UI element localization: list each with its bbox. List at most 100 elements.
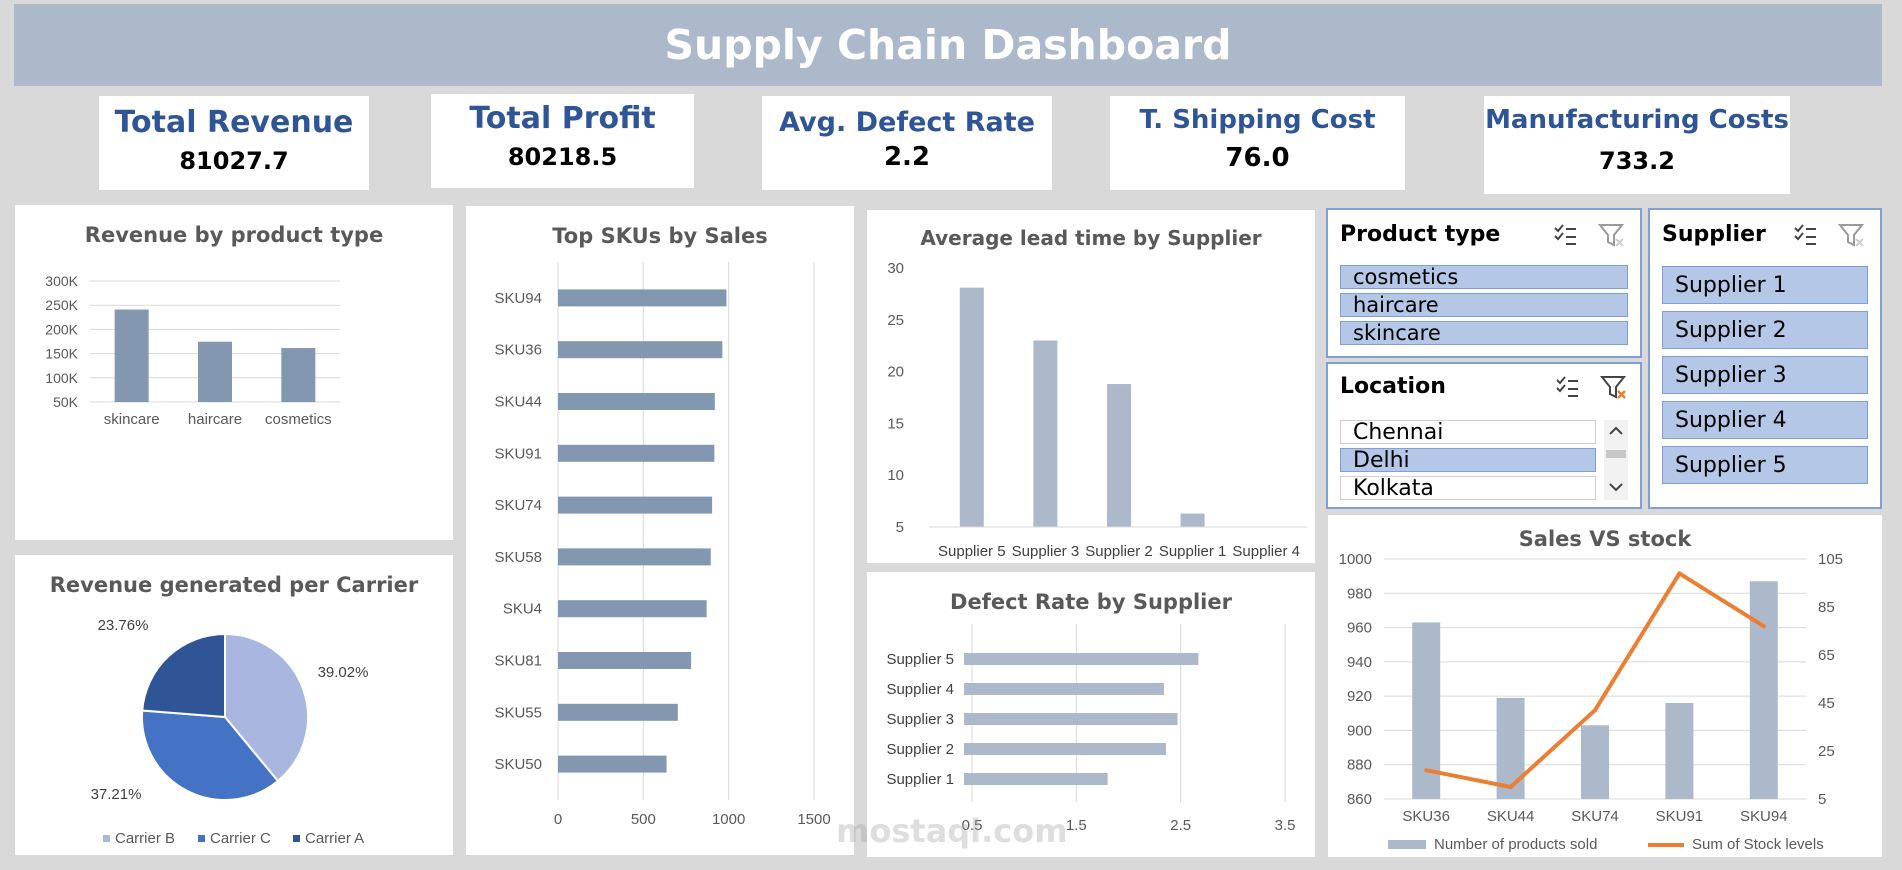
slicer-item-supplier-4[interactable]: Supplier 4 <box>1662 401 1868 439</box>
kpi-value: 76.0 <box>1225 142 1290 173</box>
bar-SKU55 <box>558 703 678 721</box>
kpi-label: Avg. Defect Rate <box>779 107 1035 138</box>
y-tick-label: 15 <box>887 415 904 432</box>
data-label: 37.21% <box>91 786 142 803</box>
slicer-location: Location Chennai Delhi Kolkata <box>1326 362 1642 509</box>
x-tick-label: SKU36 <box>1402 808 1450 825</box>
line-point-SKU94 <box>1761 624 1766 629</box>
slicer-scrollbar[interactable] <box>1604 420 1628 500</box>
legend-label: Carrier A <box>305 830 364 847</box>
clear-filter-icon[interactable] <box>1838 222 1866 250</box>
y-tick-label: Supplier 3 <box>886 711 954 728</box>
y-tick-label: 25 <box>887 312 904 329</box>
legend-swatch <box>103 835 110 842</box>
chart-title: Defect Rate by Supplier <box>950 590 1232 614</box>
legend-label: Number of products sold <box>1434 836 1597 853</box>
x-tick-label: Supplier 3 <box>1012 543 1080 560</box>
legend-label: Sum of Stock levels <box>1692 836 1824 853</box>
avg-lead-time-plot: 5 10 15 20 25 30 Supplier 5 Supplier 3 Supplier … <box>887 260 1307 560</box>
bar-SKU74 <box>558 496 713 514</box>
slicer-item-kolkata[interactable]: Kolkata <box>1340 476 1596 501</box>
scroll-up-icon[interactable] <box>1609 426 1623 436</box>
bar-SKU44 <box>1496 697 1525 799</box>
chart-title: Sales VS stock <box>1518 527 1692 551</box>
x-tick-label: Supplier 5 <box>938 543 1006 560</box>
multi-select-icon[interactable] <box>1554 374 1580 400</box>
multi-select-icon[interactable] <box>1792 222 1818 248</box>
kpi-total-profit: Total Profit 80218.5 <box>431 94 694 188</box>
revenue-by-product-type-plot: 50K 100K 150K 200K 250K 300K skincare haircare c… <box>45 273 340 428</box>
multi-select-icon[interactable] <box>1552 222 1578 248</box>
slicer-item-skincare[interactable]: skincare <box>1340 321 1628 345</box>
kpi-value: 81027.7 <box>179 147 289 175</box>
x-tick-label: cosmetics <box>265 411 332 428</box>
chart-revenue-by-product-type: Revenue by product type 50K 100K 150K 200K 2… <box>15 205 453 540</box>
x-tick-label: skincare <box>104 411 160 428</box>
x-tick-label: 3.5 <box>1275 817 1296 834</box>
x-tick-label: SKU74 <box>1571 808 1619 825</box>
slicer-item-chennai[interactable]: Chennai <box>1340 420 1596 445</box>
x-tick-label: 1000 <box>712 811 745 828</box>
x-tick-label: 0 <box>554 811 562 828</box>
slicer-item-delhi[interactable]: Delhi <box>1340 448 1596 473</box>
scroll-thumb[interactable] <box>1606 450 1626 458</box>
y-tick-label: SKU50 <box>494 756 542 773</box>
data-label: 23.76% <box>98 617 149 634</box>
y-tick-label: SKU94 <box>494 290 542 307</box>
bar-SKU91 <box>1665 703 1694 799</box>
y-tick-label: 10 <box>887 467 904 484</box>
legend-label: Carrier C <box>210 830 271 847</box>
y-tick-label: 980 <box>1347 585 1372 602</box>
slicer-product-type: Product type cosmetics haircare skincare <box>1326 208 1642 358</box>
slicer-item-supplier-1[interactable]: Supplier 1 <box>1662 266 1868 304</box>
y-tick-label: 50K <box>53 394 79 410</box>
slicer-title: Supplier <box>1662 222 1766 247</box>
y-tick-label: 150K <box>45 346 78 362</box>
bar-SKU91 <box>558 444 715 462</box>
scroll-down-icon[interactable] <box>1609 482 1623 492</box>
dashboard-banner: Supply Chain Dashboard <box>14 4 1882 86</box>
slicer-item-cosmetics[interactable]: cosmetics <box>1340 265 1628 289</box>
bar-skincare <box>114 309 149 402</box>
clear-filter-icon[interactable] <box>1600 374 1628 402</box>
y2-tick-label: 45 <box>1818 695 1835 712</box>
legend-swatch <box>198 835 205 842</box>
y-tick-label: SKU74 <box>494 497 542 514</box>
chart-title: Average lead time by Supplier <box>920 226 1262 250</box>
x-tick-label: 1.5 <box>1066 817 1087 834</box>
x-tick-label: Supplier 1 <box>1159 543 1227 560</box>
revenue-per-carrier-plot: 39.02% 37.21% 23.76% Carrier B Carrier C Carr… <box>91 617 369 847</box>
chart-title: Revenue generated per Carrier <box>49 573 419 597</box>
x-tick-label: haircare <box>188 411 242 428</box>
kpi-value: 2.2 <box>883 141 931 172</box>
slicer-item-supplier-2[interactable]: Supplier 2 <box>1662 311 1868 349</box>
chart-defect-rate: Defect Rate by Supplier 0.5 1.5 2.5 3.5 Supp… <box>867 572 1315 857</box>
y-tick-label: 880 <box>1347 757 1372 774</box>
clear-filter-icon[interactable] <box>1598 222 1626 250</box>
y-tick-label: Supplier 1 <box>886 771 954 788</box>
slicer-title: Location <box>1340 374 1446 399</box>
kpi-label: Total Profit <box>469 101 656 136</box>
y-tick-label: 20 <box>887 364 904 381</box>
y-tick-label: SKU81 <box>494 653 542 670</box>
slicer-item-supplier-3[interactable]: Supplier 3 <box>1662 356 1868 394</box>
chart-title: Revenue by product type <box>84 223 384 247</box>
y-tick-label: 300K <box>45 273 78 289</box>
line-point-SKU74 <box>1593 708 1597 713</box>
y-tick-label: 960 <box>1347 620 1372 637</box>
y2-tick-label: 5 <box>1818 791 1826 808</box>
bar-SKU58 <box>558 548 711 566</box>
slice-Carrier A <box>141 632 226 719</box>
bar-Supplier 5 <box>964 653 1199 665</box>
kpi-label: T. Shipping Cost <box>1139 105 1376 135</box>
y-tick-label: 200K <box>45 321 78 337</box>
slicer-item-haircare[interactable]: haircare <box>1340 293 1628 317</box>
y-tick-label: Supplier 2 <box>886 741 954 758</box>
slicer-item-supplier-5[interactable]: Supplier 5 <box>1662 446 1868 484</box>
y-tick-label: 920 <box>1347 688 1372 705</box>
chart-top-skus-by-sales: Top SKUs by Sales 0 500 1000 1500 SKU94 SKU36… <box>466 206 854 855</box>
y2-tick-label: 65 <box>1818 647 1835 664</box>
line-point-SKU44 <box>1508 785 1513 789</box>
y-tick-label: 900 <box>1347 722 1372 739</box>
chart-avg-lead-time: Average lead time by Supplier 5 10 15 20 25 3… <box>867 210 1315 563</box>
